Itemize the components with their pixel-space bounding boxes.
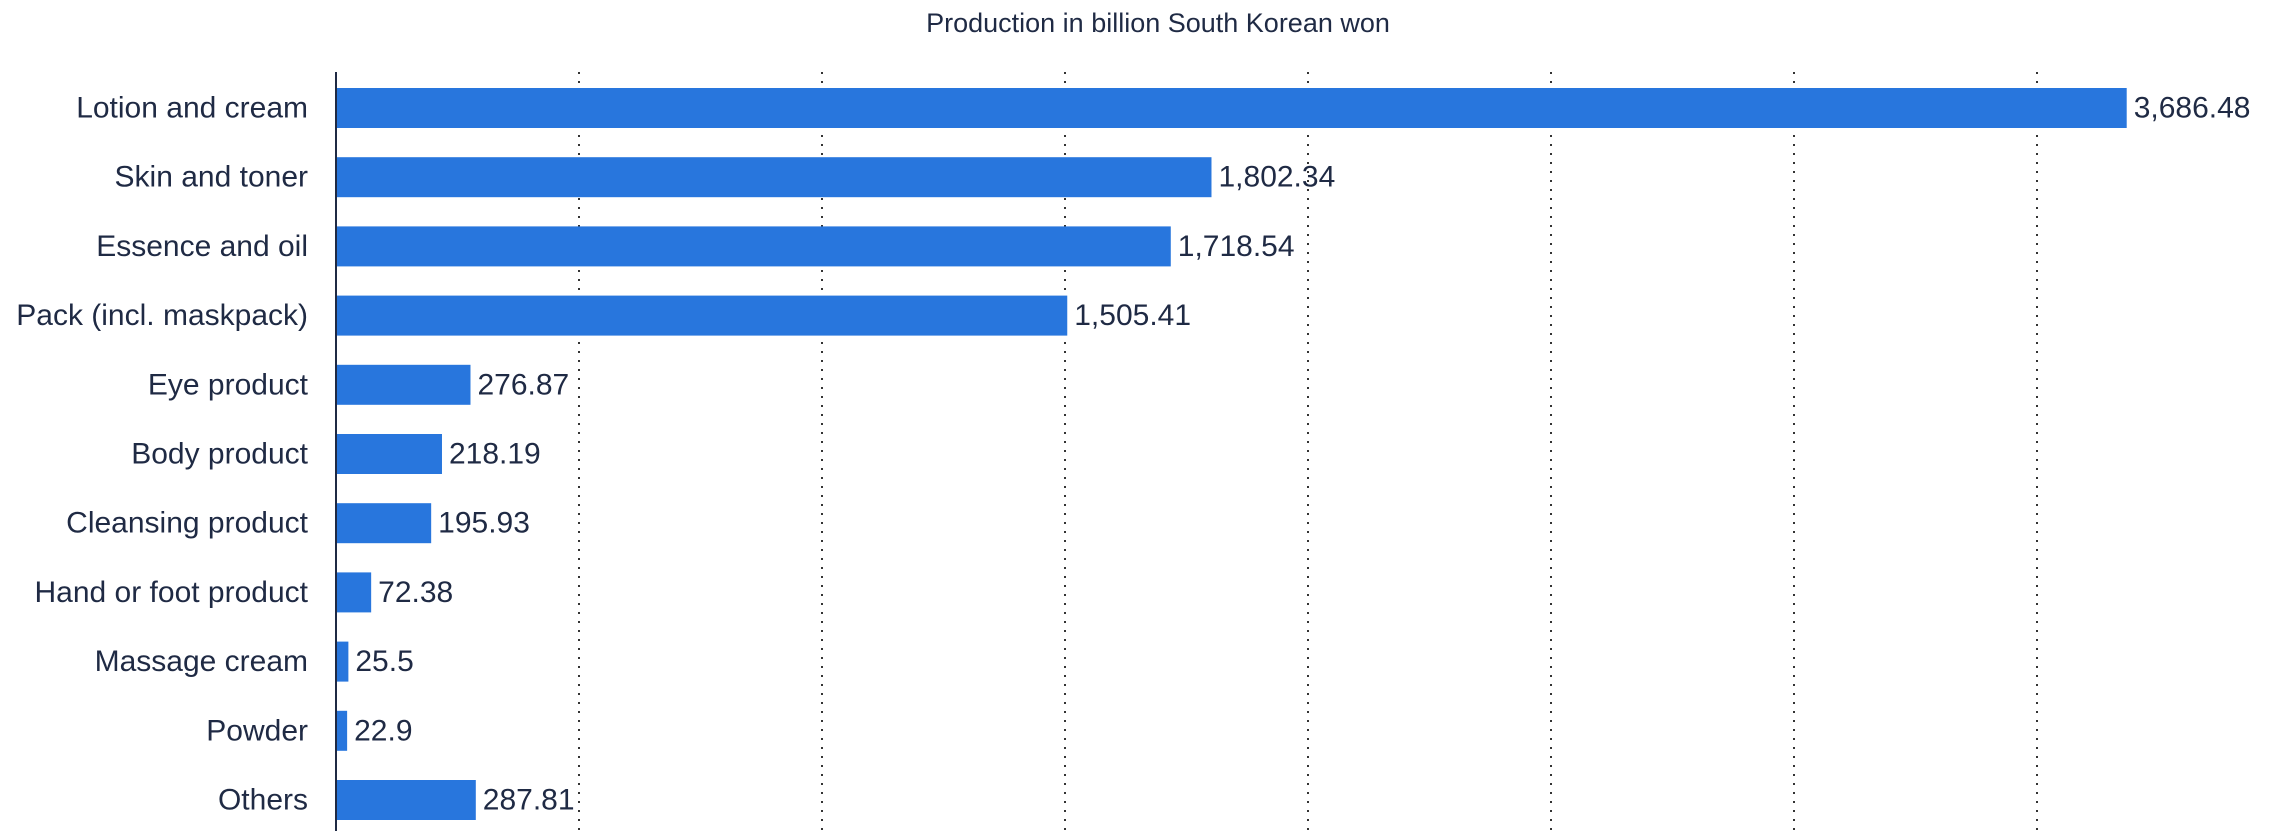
category-label: Lotion and cream bbox=[76, 92, 308, 125]
bar bbox=[336, 641, 349, 682]
value-label: 22.9 bbox=[354, 714, 412, 747]
category-labels: Lotion and cream Skin and toner Essence an… bbox=[16, 92, 308, 817]
category-label: Massage cream bbox=[95, 645, 308, 678]
category-label: Others bbox=[218, 784, 308, 817]
bar bbox=[336, 157, 1212, 198]
value-label: 287.81 bbox=[483, 784, 575, 817]
category-label: Hand or foot product bbox=[34, 576, 308, 609]
category-label: Skin and toner bbox=[115, 161, 308, 194]
bar bbox=[336, 434, 442, 474]
value-label: 1,505.41 bbox=[1074, 299, 1191, 332]
value-label: 276.87 bbox=[477, 368, 569, 401]
bar bbox=[336, 503, 432, 544]
value-label: 25.5 bbox=[355, 645, 413, 678]
category-label: Eye product bbox=[148, 368, 309, 401]
value-label: 195.93 bbox=[438, 507, 530, 540]
value-label: 218.19 bbox=[449, 438, 541, 471]
bar bbox=[336, 226, 1171, 267]
bar bbox=[336, 710, 348, 751]
category-label: Powder bbox=[206, 714, 308, 747]
bar bbox=[336, 780, 476, 820]
bar bbox=[336, 88, 2127, 128]
value-label: 72.38 bbox=[378, 576, 453, 609]
value-label: 1,802.34 bbox=[1218, 161, 1335, 194]
value-labels: 3,686.48 1,802.34 1,718.54 1,505.41 276.87 21… bbox=[354, 92, 2250, 817]
category-label: Cleansing product bbox=[66, 507, 308, 540]
value-label: 3,686.48 bbox=[2134, 92, 2251, 125]
bar bbox=[336, 364, 471, 405]
value-label: 1,718.54 bbox=[1178, 230, 1295, 263]
category-label: Body product bbox=[131, 438, 308, 471]
bars bbox=[336, 88, 2127, 820]
gridlines bbox=[578, 72, 2038, 831]
bar bbox=[336, 295, 1068, 336]
chart-title: Production in billion South Korean won bbox=[926, 8, 1390, 38]
category-label: Essence and oil bbox=[96, 230, 308, 263]
category-label: Pack (incl. maskpack) bbox=[16, 299, 308, 332]
bar bbox=[336, 572, 372, 613]
